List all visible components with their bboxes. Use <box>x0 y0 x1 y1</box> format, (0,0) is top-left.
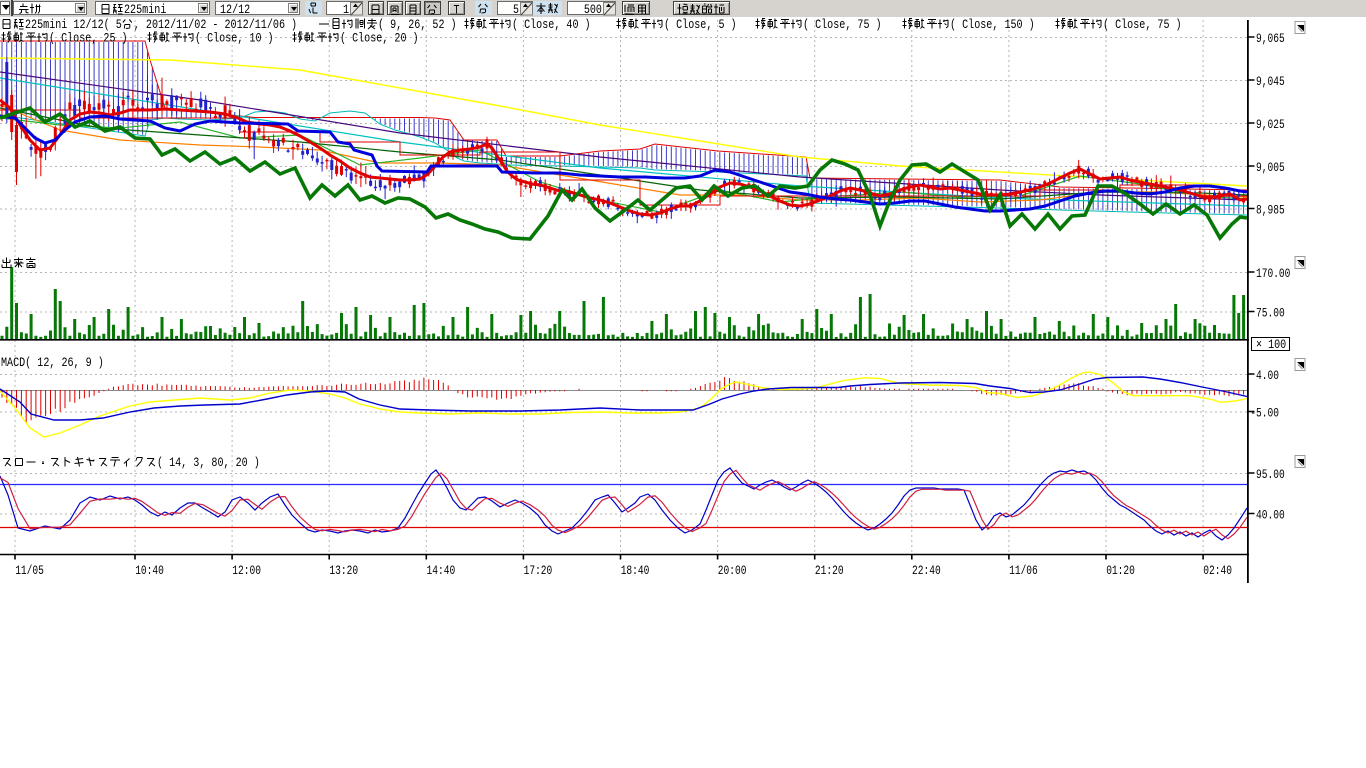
svg-text:20:00: 20:00 <box>718 563 747 578</box>
svg-text:22:40: 22:40 <box>912 563 941 578</box>
svg-text:225mini: 225mini <box>124 3 166 16</box>
svg-text:( Close, 75 ): ( Close, 75 ) <box>1103 18 1182 32</box>
svg-text:21:20: 21:20 <box>815 563 844 578</box>
svg-text:17:20: 17:20 <box>524 563 553 578</box>
svg-text:170.00: 170.00 <box>1256 266 1290 281</box>
svg-text:( 14, 3, 80, 20 ): ( 14, 3, 80, 20 ) <box>157 456 260 470</box>
svg-text:8,985: 8,985 <box>1256 203 1285 218</box>
svg-text:( Close, 40 ): ( Close, 40 ) <box>512 18 591 32</box>
svg-text:75.00: 75.00 <box>1256 306 1285 321</box>
svg-text:( Close, 75 ): ( Close, 75 ) <box>803 18 882 32</box>
svg-text:( Close, 10 ): ( Close, 10 ) <box>195 32 274 46</box>
svg-text:9,045: 9,045 <box>1256 74 1285 89</box>
svg-text:9,005: 9,005 <box>1256 160 1285 175</box>
svg-text:, 2012/11/02 - 2012/11/06 ): , 2012/11/02 - 2012/11/06 ) <box>134 18 297 32</box>
svg-text:1: 1 <box>343 3 349 16</box>
svg-text:10:40: 10:40 <box>135 563 164 578</box>
svg-text:-5.00: -5.00 <box>1250 406 1279 421</box>
svg-text:11/06: 11/06 <box>1009 563 1038 578</box>
svg-text:11/05: 11/05 <box>15 563 44 578</box>
svg-text:12/12: 12/12 <box>220 3 250 16</box>
svg-text:( Close, 20 ): ( Close, 20 ) <box>340 32 419 46</box>
svg-text:500: 500 <box>584 3 602 16</box>
svg-text:5: 5 <box>513 3 519 16</box>
svg-text:T: T <box>453 4 459 17</box>
svg-text:02:40: 02:40 <box>1203 563 1232 578</box>
svg-text:13:20: 13:20 <box>329 563 358 578</box>
svg-text:( Close, 5 ): ( Close, 5 ) <box>664 18 737 32</box>
svg-text:12:00: 12:00 <box>232 563 261 578</box>
svg-text:225mini 12/12( 5: 225mini 12/12( 5 <box>25 18 122 32</box>
svg-text:× 100: × 100 <box>1256 338 1286 352</box>
svg-text:95.00: 95.00 <box>1256 467 1285 482</box>
svg-text:18:40: 18:40 <box>621 563 650 578</box>
svg-text:( 9, 26, 52 ): ( 9, 26, 52 ) <box>378 18 457 32</box>
svg-text:( Close, 25 ): ( Close, 25 ) <box>49 32 128 46</box>
svg-text:9,025: 9,025 <box>1256 117 1285 132</box>
svg-text:40.00: 40.00 <box>1256 508 1285 523</box>
svg-text:4.00: 4.00 <box>1256 368 1279 383</box>
svg-text:MACD( 12, 26, 9 ): MACD( 12, 26, 9 ) <box>1 356 104 370</box>
svg-text:( Close, 150 ): ( Close, 150 ) <box>950 18 1035 32</box>
svg-text:14:40: 14:40 <box>427 563 456 578</box>
svg-text:01:20: 01:20 <box>1106 563 1135 578</box>
svg-text:9,065: 9,065 <box>1256 31 1285 46</box>
